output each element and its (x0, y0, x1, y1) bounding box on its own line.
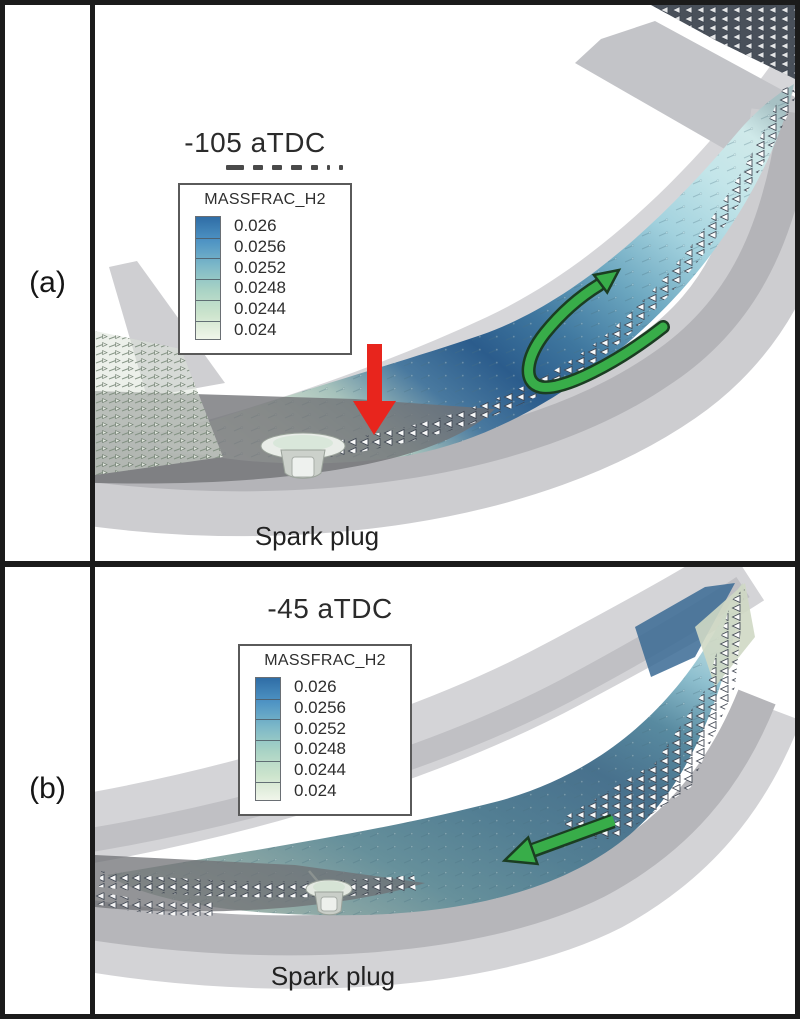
spark-plug-glyph (260, 432, 346, 479)
panel-divider-horizontal (0, 561, 800, 567)
legend-value: 0.0256 (294, 698, 346, 718)
panel-a-legend-values: 0.026 0.0256 0.0252 0.0248 0.0244 0.024 (234, 216, 344, 340)
legend-value: 0.0256 (234, 237, 286, 257)
piston-surface-inner (95, 689, 776, 956)
dark-contour-patch (635, 583, 735, 677)
panel-a-cfd-rendering (95, 5, 795, 537)
legend-value: 0.0244 (234, 299, 286, 319)
panel-b-legend: MASSFRAC_H2 0.026 0.0256 0.0252 0.0248 0… (238, 644, 412, 816)
green-left-arrow (501, 813, 616, 866)
panel-b: -45 aTDC MASSFRAC_H2 0.026 0.0256 0.0252… (95, 567, 795, 1014)
legend-value: 0.026 (234, 216, 277, 236)
mesh-corner-vectors (651, 5, 795, 79)
panel-b-legend-title: MASSFRAC_H2 (264, 652, 386, 669)
panel-a-legend-title: MASSFRAC_H2 (204, 191, 326, 208)
panel-a-title: -105 aTDC (184, 127, 326, 158)
panel-a-legend: MASSFRAC_H2 0.026 0.0256 0.0252 0.0248 0… (178, 183, 352, 355)
legend-value: 0.024 (294, 780, 337, 800)
panel-a-colorbar (195, 216, 221, 340)
legend-value: 0.0252 (234, 257, 286, 277)
panel-b-legend-values: 0.026 0.0256 0.0252 0.0248 0.0244 0.024 (294, 677, 404, 801)
panel-a-index-label: (a) (29, 266, 66, 299)
panel-b-index-label: (b) (29, 772, 66, 805)
velocity-vectors-rim (304, 86, 795, 461)
velocity-vectors-right (565, 587, 745, 839)
legend-value: 0.0248 (234, 278, 286, 298)
green-curved-arrow (521, 268, 670, 395)
panel-b-colorbar (255, 677, 281, 801)
panel-divider-vertical (90, 0, 95, 1019)
panel-b-spark-plug-label: Spark plug (270, 961, 396, 991)
panel-b-title: -45 aTDC (267, 593, 393, 624)
legend-value: 0.0252 (294, 718, 346, 738)
obscured-text-fragments (226, 165, 343, 170)
panel-a: -105 aTDC MASSFRAC_H2 0.026 0.0256 0.025… (95, 5, 795, 561)
legend-value: 0.024 (234, 319, 277, 339)
velocity-vectors-left-tip (95, 890, 216, 916)
legend-value: 0.0248 (294, 739, 346, 759)
panel-b-cfd-rendering (95, 567, 795, 989)
panel-a-spark-plug-label: Spark plug (254, 521, 380, 551)
piston-surface-outer (95, 697, 795, 989)
left-vector-field (95, 331, 223, 475)
legend-value: 0.026 (294, 677, 337, 697)
spark-plug-glyph (305, 870, 353, 916)
red-down-arrow (353, 344, 396, 435)
legend-value: 0.0244 (294, 760, 346, 780)
velocity-vectors-rim (98, 871, 416, 898)
